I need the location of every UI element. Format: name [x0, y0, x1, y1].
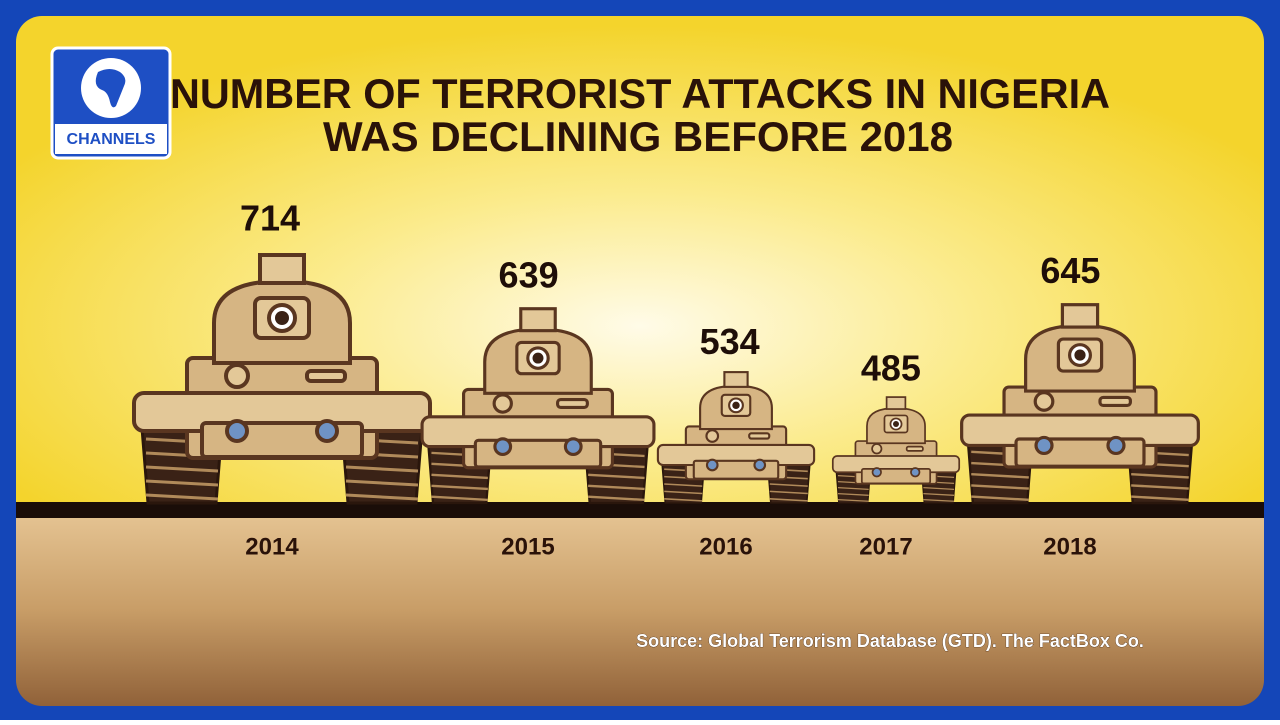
tank-hatch	[885, 396, 907, 410]
tank-gun-hole	[275, 311, 289, 325]
x-tick-label: 2015	[501, 533, 554, 560]
tank-wheel	[910, 467, 921, 478]
tank-hatch	[519, 307, 557, 333]
tank-vent	[748, 432, 771, 440]
tank	[420, 307, 656, 505]
tank-light	[871, 443, 883, 455]
tank-wheel	[563, 437, 583, 456]
track-tread	[769, 483, 808, 487]
value-label: 639	[499, 254, 559, 295]
track-tread	[923, 492, 955, 496]
track-tread	[431, 473, 488, 480]
track-tread	[664, 483, 703, 487]
logo-text: CHANNELS	[67, 131, 156, 148]
tank-hatch	[1060, 303, 1100, 329]
tank-wheel	[705, 458, 719, 472]
track-tread	[971, 473, 1029, 479]
track-tread	[588, 473, 645, 480]
x-tick-label: 2016	[699, 533, 752, 560]
x-tick-label: 2014	[245, 533, 299, 560]
tank-vent	[305, 369, 347, 383]
chart-title: NUMBER OF TERRORIST ATTACKS IN NIGERIA	[170, 70, 1110, 117]
track-tread	[769, 490, 808, 495]
tank-light	[492, 393, 513, 414]
track-tread	[664, 497, 703, 502]
track-tread	[769, 497, 808, 502]
tank-wheel	[753, 458, 767, 472]
source-note: Source: Global Terrorism Database (GTD).…	[636, 631, 1144, 651]
tank-vent	[905, 445, 924, 452]
track-tread	[1131, 495, 1189, 501]
value-label: 534	[700, 321, 760, 362]
x-tick-label: 2018	[1043, 533, 1096, 560]
track-tread	[145, 465, 219, 473]
tank	[656, 371, 816, 504]
track-tread	[971, 495, 1029, 501]
value-label: 714	[240, 198, 300, 239]
value-label: 645	[1040, 250, 1100, 291]
tank-wheel	[871, 467, 882, 478]
tank-wheel	[315, 419, 339, 443]
track-tread	[837, 486, 869, 490]
tank-hatch	[723, 371, 749, 388]
tank	[132, 253, 432, 505]
tank-wheel	[1034, 435, 1054, 456]
value-label: 485	[861, 348, 921, 389]
track-tread	[1131, 473, 1189, 479]
chart-title: WAS DECLINING BEFORE 2018	[323, 113, 953, 160]
tank-wheel	[493, 437, 513, 456]
x-tick-label: 2017	[859, 533, 912, 560]
tank-vent	[1098, 395, 1132, 408]
track-tread	[923, 486, 955, 490]
ground-line	[16, 502, 1264, 518]
track-tread	[588, 484, 645, 491]
tank	[960, 303, 1200, 505]
track-tread	[345, 479, 419, 487]
ground	[16, 510, 1264, 706]
tank-gun-hole	[732, 401, 740, 410]
tank-vent	[556, 398, 589, 409]
tank-gun-hole	[893, 421, 899, 427]
logo: CHANNELS	[50, 46, 172, 160]
tank	[831, 396, 961, 504]
track-tread	[145, 479, 219, 487]
tank-light	[224, 363, 250, 389]
track-tread	[1131, 484, 1189, 490]
tank-hatch	[258, 253, 306, 285]
track-tread	[837, 492, 869, 496]
track-tread	[145, 493, 219, 501]
tank-wheel	[225, 419, 249, 443]
track-tread	[971, 484, 1029, 490]
track-tread	[837, 498, 869, 502]
track-tread	[345, 493, 419, 501]
tank-wheel	[1106, 435, 1126, 456]
track-tread	[345, 465, 419, 473]
tank-gun-hole	[532, 352, 544, 364]
track-tread	[664, 490, 703, 495]
tank-light	[705, 429, 720, 443]
track-tread	[923, 498, 955, 502]
track-tread	[431, 484, 488, 491]
tank-light	[1033, 391, 1055, 412]
track-tread	[431, 495, 488, 502]
track-tread	[588, 495, 645, 502]
tank-gun-hole	[1074, 349, 1086, 361]
